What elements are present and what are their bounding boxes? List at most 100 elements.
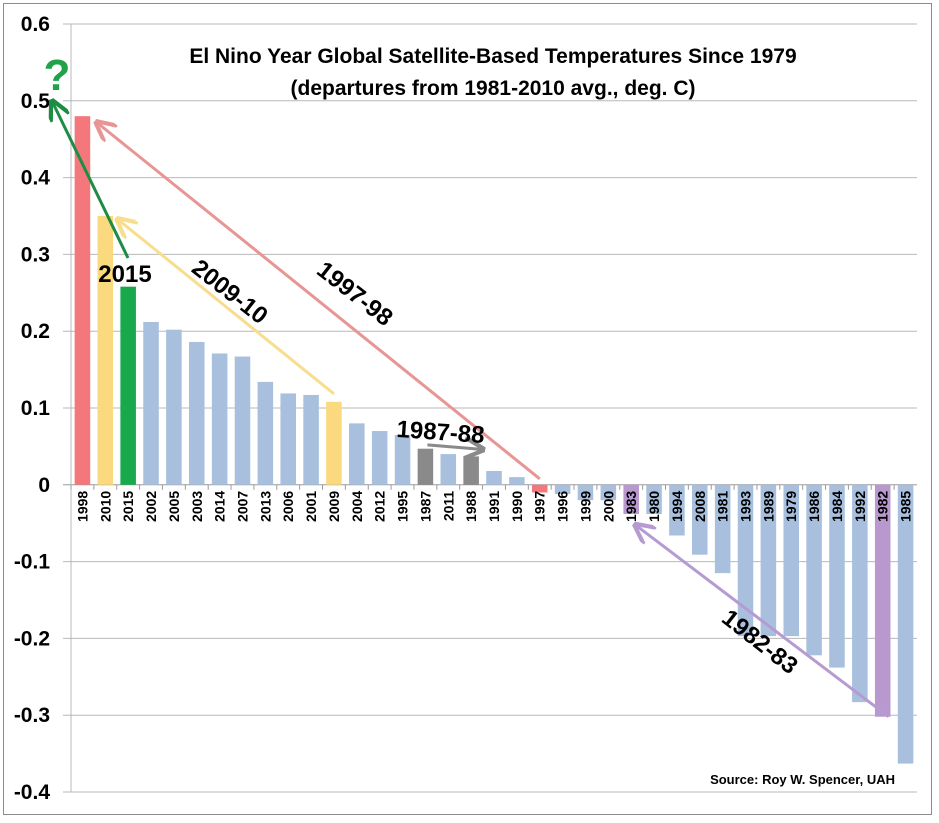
- bar-2011: [440, 454, 457, 485]
- annotation-1982-83-arrow: [635, 525, 890, 718]
- bar-1979: [783, 484, 800, 637]
- bar-1993: [737, 484, 754, 637]
- x-tick-label: 1999: [577, 491, 593, 522]
- bar-1983: [623, 484, 639, 514]
- x-tick-label: 2002: [143, 491, 159, 522]
- bar-1992: [852, 484, 868, 703]
- x-tick-label: 2001: [303, 491, 319, 522]
- y-tick-label: -0.2: [14, 627, 50, 650]
- bar-2014: [211, 353, 228, 485]
- bar-2004: [349, 423, 365, 485]
- x-tick-label: 2014: [212, 491, 228, 522]
- x-tick-label: 1988: [463, 491, 479, 522]
- x-tick-label: 1989: [760, 491, 776, 522]
- annotation-1997-98-arrow: [96, 122, 541, 480]
- x-tick-label: 2013: [257, 491, 273, 522]
- bar-1991: [486, 470, 502, 485]
- bar-1985: [897, 484, 914, 764]
- bar-2005: [166, 329, 182, 485]
- bar-2015: [120, 286, 136, 485]
- bar-1999: [577, 484, 594, 501]
- x-tick-label: 1994: [669, 491, 685, 522]
- y-axis: 0.6 0.5 0.4 0.3 0.2 0.1 0 -0.1 -0.2 -0.3 -0.4: [14, 13, 72, 804]
- x-tick-label: 1980: [646, 491, 662, 522]
- bar-2013: [257, 381, 274, 485]
- y-tick-label: 0.4: [21, 167, 51, 190]
- annotation-1997-98-label: 1997-98: [312, 256, 398, 332]
- y-tick-label: 0.2: [21, 320, 50, 343]
- bar-1996: [554, 484, 571, 495]
- bar-1994: [669, 484, 685, 536]
- x-tick-label: 2007: [234, 491, 250, 522]
- bar-2010: [97, 216, 114, 485]
- x-tick-label: 1992: [852, 491, 868, 522]
- x-tick-label: 1987: [417, 491, 433, 522]
- x-tick-label: 1995: [395, 491, 411, 522]
- bar-1989: [760, 484, 777, 637]
- bar-2001: [303, 394, 319, 485]
- source-label: Source: Roy W. Spencer, UAH: [710, 772, 895, 787]
- bar-2007: [234, 356, 251, 485]
- bar-1986: [806, 484, 822, 656]
- y-tick-label: 0.1: [21, 397, 51, 420]
- bar-2002: [143, 321, 159, 485]
- x-tick-label: 2008: [692, 491, 708, 522]
- chart-subtitle: (departures from 1981-2010 avg., deg. C): [291, 77, 696, 100]
- x-tick-label: 1979: [783, 491, 799, 522]
- y-tick-label: -0.4: [14, 781, 51, 804]
- annotation-1987-88-label: 1987-88: [396, 416, 486, 449]
- annotation-2009-10-arrow: [117, 219, 335, 396]
- question-mark-annotation: ?: [44, 51, 71, 100]
- x-tick-label: 1982: [875, 491, 891, 522]
- bar-1997: [531, 484, 548, 493]
- y-tick-label: 0.5: [21, 90, 51, 113]
- bar-1982: [874, 484, 891, 717]
- bar-2008: [692, 484, 708, 555]
- x-tick-label: 1981: [715, 491, 731, 522]
- x-tick-label: 2005: [166, 491, 182, 522]
- bar-2006: [280, 393, 296, 485]
- bar-1990: [509, 477, 525, 485]
- bar-1987: [417, 448, 434, 485]
- annotation-2009-10-label: 2009-10: [187, 254, 273, 330]
- x-tick-label: 2015: [120, 491, 136, 522]
- bar-1998: [74, 116, 91, 485]
- x-tick-label: 1986: [806, 491, 822, 522]
- x-tick-label: 1984: [829, 491, 845, 522]
- y-tick-label: 0: [38, 474, 50, 497]
- x-tick-label: 1990: [509, 491, 525, 522]
- bar-2012: [371, 431, 388, 485]
- bar-1988: [463, 456, 479, 485]
- x-tick-label: 2006: [280, 491, 296, 522]
- bar-1984: [829, 484, 845, 668]
- x-tick-label: 2003: [189, 491, 205, 522]
- bar-2009: [326, 401, 342, 485]
- x-tick-label: 1993: [738, 491, 754, 522]
- annotation-2015-arrow: [52, 101, 130, 259]
- x-tick-label: 2010: [97, 491, 113, 522]
- x-tick-label: 2009: [326, 491, 342, 522]
- x-tick-label: 1998: [74, 491, 90, 522]
- x-tick-label: 1996: [555, 491, 571, 522]
- x-tick-label: 1991: [486, 491, 502, 522]
- x-axis: 1998 2010 2015 2002 2005 2003 2014 2007 2013 2006…: [70, 484, 914, 522]
- x-tick-label: 1983: [623, 491, 639, 522]
- x-tick-label: 1997: [532, 491, 548, 522]
- bar-1981: [714, 484, 731, 574]
- bar-1995: [394, 434, 411, 485]
- y-tick-label: -0.3: [14, 704, 50, 727]
- x-tick-label: 2012: [372, 491, 388, 522]
- y-tick-label: 0.6: [21, 13, 50, 36]
- bars: [74, 116, 914, 764]
- x-tick-label: 2004: [349, 491, 365, 522]
- y-tick-label: -0.1: [14, 551, 51, 574]
- annotation-1987-88-arrow: [427, 445, 483, 450]
- bar-2003: [188, 341, 205, 485]
- x-tick-label: 2011: [440, 491, 456, 522]
- x-tick-label: 2000: [600, 491, 616, 522]
- y-tick-label: 0.3: [21, 243, 50, 266]
- chart-title: El Nino Year Global Satellite-Based Temp…: [189, 45, 796, 68]
- x-tick-label: 1985: [898, 491, 914, 522]
- bar-2000: [600, 484, 617, 501]
